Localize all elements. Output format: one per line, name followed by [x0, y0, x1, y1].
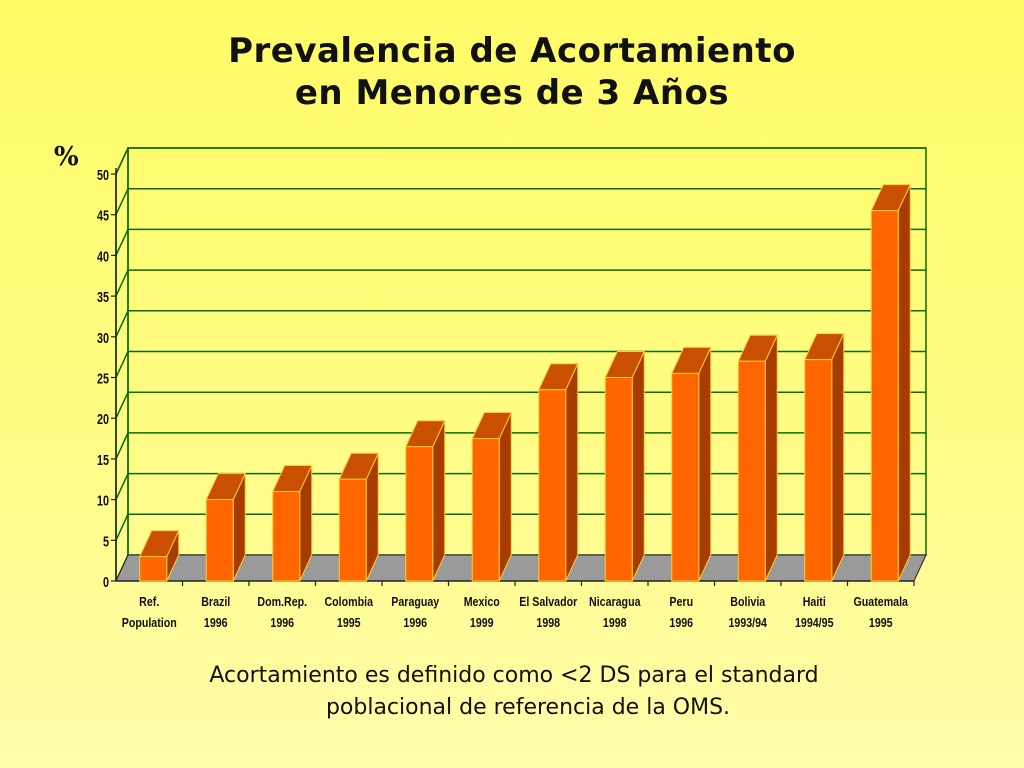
y-tick-label: 10 — [97, 492, 109, 509]
x-tick-label: 1994/95 — [795, 615, 834, 630]
footnote: Acortamiento es definido como <2 DS para… — [0, 660, 1024, 724]
x-tick-label: Colombia — [324, 594, 373, 609]
bar-group — [205, 473, 247, 582]
y-tick-label: 35 — [97, 288, 109, 305]
x-tick-label: Guatemala — [854, 594, 909, 609]
x-tick-label: 1996 — [270, 615, 294, 630]
bar-side — [498, 412, 512, 582]
gridline — [115, 310, 926, 338]
gridline — [115, 472, 926, 500]
gridline — [115, 147, 926, 175]
bar-side — [831, 333, 845, 582]
bar — [272, 490, 301, 582]
bar-side — [764, 335, 778, 582]
bar-group — [338, 452, 380, 582]
gridline — [115, 350, 926, 378]
x-tick-label: Haiti — [803, 594, 826, 609]
x-tick-label: 1999 — [470, 615, 494, 630]
bar-group — [138, 530, 180, 582]
bar-group — [404, 420, 446, 582]
bar-group — [670, 346, 712, 582]
y-tick-label: 25 — [97, 370, 109, 387]
bar — [737, 360, 766, 582]
title-line-1: Prevalencia de Acortamiento — [228, 31, 796, 71]
bar-group — [803, 333, 845, 582]
x-tick-label: Brazil — [201, 594, 230, 609]
x-tick-label: Bolivia — [730, 594, 765, 609]
bar-group — [870, 184, 912, 582]
y-axis-unit-label: % — [54, 142, 79, 172]
bar-group — [471, 412, 513, 582]
x-tick-label: 1998 — [603, 615, 627, 630]
y-tick-label: 50 — [97, 166, 109, 183]
y-tick-label: 5 — [103, 533, 109, 550]
bar — [139, 556, 168, 582]
title-line-2: en Menores de 3 Años — [294, 73, 730, 113]
gridline — [115, 432, 926, 460]
x-tick-label: 1996 — [669, 615, 693, 630]
x-tick-label: 1995 — [337, 615, 361, 630]
x-tick-label: El Salvador — [519, 594, 577, 609]
plot-area — [115, 147, 927, 582]
bar — [671, 372, 700, 582]
x-tick-label: Peru — [669, 594, 693, 609]
y-tick-label: 45 — [97, 207, 109, 224]
bar — [471, 438, 500, 582]
y-tick-label: 20 — [97, 410, 109, 427]
gridline — [115, 391, 926, 419]
bar-side — [631, 351, 645, 582]
bar-side — [432, 420, 446, 582]
x-tick-label: 1998 — [536, 615, 560, 630]
bar — [604, 377, 633, 582]
bar-side — [698, 347, 712, 582]
gridline — [115, 269, 926, 297]
footnote-line-2: poblacional de referencia de la OMS. — [325, 695, 731, 720]
y-tick-label: 0 — [103, 573, 109, 590]
x-tick-label: Nicaragua — [589, 594, 641, 609]
y-tick-label: 40 — [97, 248, 109, 265]
x-tick-label: Dom.Rep. — [257, 594, 307, 609]
x-tick-label: 1995 — [869, 615, 893, 630]
bar-group — [737, 334, 779, 582]
y-tick-label: 30 — [97, 329, 109, 346]
gridline — [115, 187, 926, 216]
x-tick-label: 1996 — [403, 615, 427, 630]
bar — [870, 210, 899, 582]
bar-group — [271, 464, 313, 582]
bar-side — [565, 363, 579, 582]
gridline — [115, 228, 926, 256]
bar — [804, 359, 833, 582]
bar — [538, 389, 567, 582]
bar — [338, 478, 367, 582]
x-tick-label: 1996 — [204, 615, 228, 630]
bar — [205, 499, 234, 582]
x-tick-label: Paraguay — [391, 594, 439, 609]
gridline — [115, 513, 926, 541]
x-tick-label: Ref. — [139, 594, 159, 609]
bar-chart: 0 5 10 15 20 25 30 35 40 45 50 Ref. Population Brazil… — [97, 147, 927, 630]
chart-title: Prevalencia de Acortamiento en Menores d… — [0, 30, 1024, 114]
x-tick-label: 1993/94 — [728, 615, 767, 630]
y-tick-label: 15 — [97, 451, 109, 468]
x-tick-label: Mexico — [464, 594, 500, 609]
bar-side — [897, 184, 911, 582]
footnote-line-1: Acortamiento es definido como <2 DS para… — [209, 663, 819, 688]
x-tick-label: Population — [122, 615, 177, 630]
bar-group — [537, 363, 579, 582]
bar-group — [604, 351, 646, 582]
bar — [405, 446, 434, 582]
